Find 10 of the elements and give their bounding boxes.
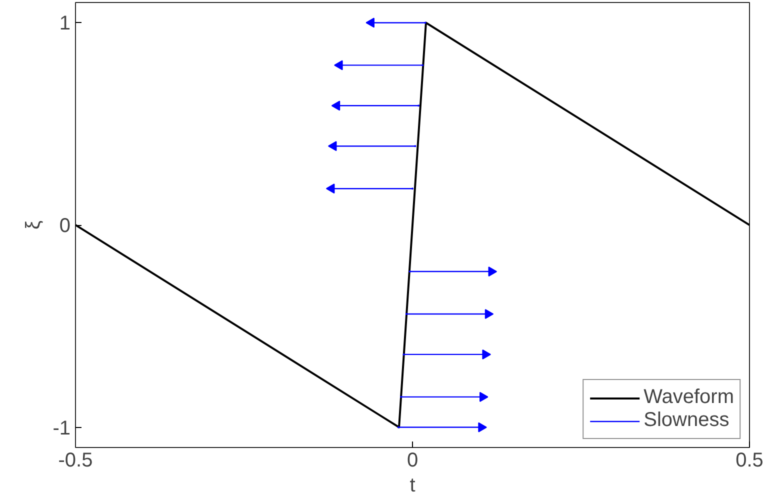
x-tick-label: 0.5 [736, 450, 764, 472]
y-tick-label: 1 [59, 12, 70, 35]
y-tick-label: -1 [52, 417, 71, 440]
x-axis-title: t [410, 474, 416, 496]
x-tick-label: -0.5 [58, 450, 93, 472]
legend-label: Waveform [644, 386, 734, 409]
y-tick-label: 0 [59, 215, 70, 237]
y-axis-title: ξ [22, 220, 45, 230]
legend-label: Slowness [644, 409, 730, 432]
x-tick-label: 0 [406, 450, 418, 472]
